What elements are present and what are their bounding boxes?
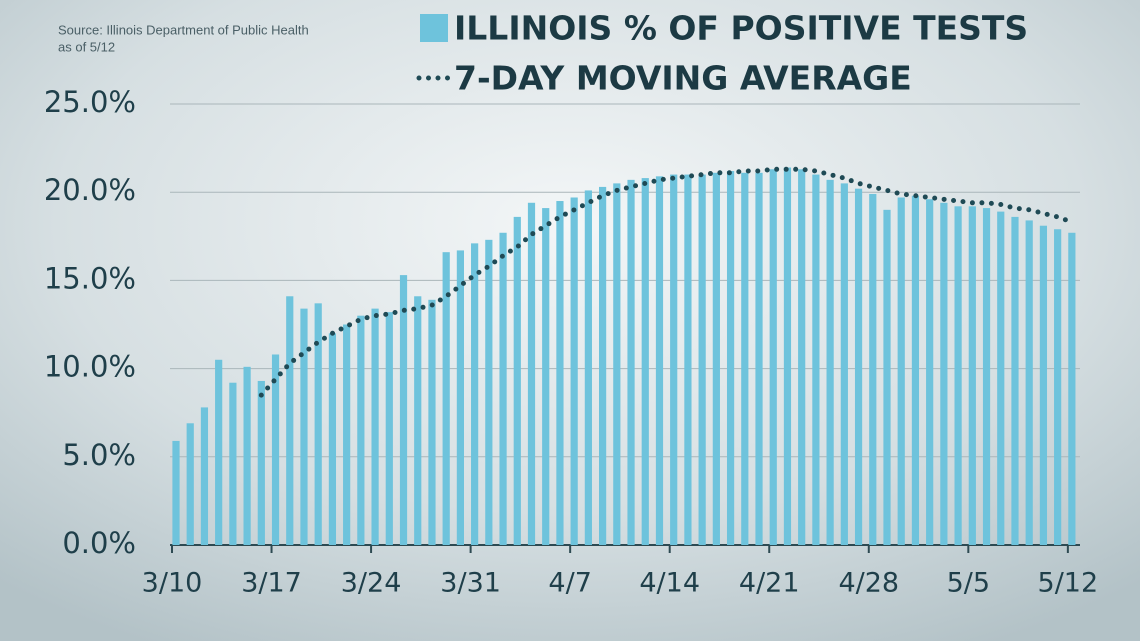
bar bbox=[599, 186, 607, 545]
x-tick-label: 4/21 bbox=[739, 568, 800, 599]
y-tick-label: 15.0% bbox=[44, 261, 136, 295]
bar bbox=[982, 208, 991, 546]
bar bbox=[229, 382, 237, 545]
bar bbox=[670, 174, 678, 545]
bar bbox=[485, 239, 493, 545]
bar bbox=[712, 172, 720, 545]
bar bbox=[897, 197, 905, 545]
bar bbox=[215, 359, 223, 545]
y-tick-label: 20.0% bbox=[44, 173, 136, 207]
bar bbox=[570, 197, 578, 545]
legend-label: 7-DAY MOVING AVERAGE bbox=[454, 59, 912, 98]
bar bbox=[1068, 232, 1076, 545]
x-tick-label: 5/12 bbox=[1038, 568, 1099, 599]
bar bbox=[826, 179, 834, 546]
bar bbox=[769, 169, 777, 545]
bar bbox=[812, 174, 820, 545]
bar bbox=[997, 211, 1005, 545]
bar bbox=[783, 167, 792, 545]
bar bbox=[399, 275, 408, 545]
bar bbox=[414, 296, 422, 545]
bar bbox=[300, 308, 308, 545]
bar bbox=[883, 209, 891, 545]
bar bbox=[911, 195, 920, 545]
bar bbox=[471, 243, 479, 545]
bar bbox=[968, 206, 976, 545]
bar bbox=[840, 183, 848, 545]
bar bbox=[798, 169, 806, 545]
x-tick-label: 3/24 bbox=[341, 568, 402, 599]
x-tick-label: 3/17 bbox=[241, 568, 302, 599]
bar bbox=[314, 303, 322, 545]
bar bbox=[1025, 220, 1033, 545]
bar bbox=[385, 312, 393, 545]
bar bbox=[456, 250, 464, 546]
legend-label: ILLINOIS % OF POSITIVE TESTS bbox=[454, 9, 1028, 48]
bar bbox=[854, 188, 863, 545]
bar bbox=[655, 176, 664, 545]
bar bbox=[1039, 225, 1048, 545]
bar bbox=[513, 216, 521, 545]
bar bbox=[755, 172, 763, 545]
bar bbox=[527, 202, 536, 545]
bar bbox=[271, 354, 280, 545]
bar bbox=[584, 190, 592, 545]
y-tick-label: 25.0% bbox=[44, 85, 136, 119]
legend-swatch bbox=[420, 14, 448, 42]
bar bbox=[741, 172, 749, 545]
bar bbox=[357, 315, 365, 545]
bar bbox=[257, 380, 265, 545]
bar bbox=[954, 206, 962, 545]
bar bbox=[286, 296, 294, 545]
bar bbox=[343, 324, 351, 545]
bar bbox=[499, 232, 507, 545]
bar bbox=[613, 183, 621, 545]
bar bbox=[556, 201, 564, 545]
x-tick-label: 4/14 bbox=[639, 568, 700, 599]
bar bbox=[684, 174, 692, 545]
y-tick-label: 5.0% bbox=[62, 438, 136, 472]
bar bbox=[186, 423, 194, 545]
bar bbox=[200, 407, 209, 545]
source: as of 5/12 bbox=[58, 39, 115, 54]
source: Source: Illinois Department of Public He… bbox=[58, 22, 309, 37]
bar bbox=[428, 299, 436, 545]
bar bbox=[442, 252, 450, 545]
bar bbox=[1054, 229, 1062, 545]
bar bbox=[926, 199, 934, 546]
bar bbox=[172, 440, 180, 545]
bar bbox=[371, 308, 379, 545]
bar bbox=[627, 179, 635, 546]
bar bbox=[641, 178, 649, 545]
bar bbox=[1011, 216, 1019, 545]
moving-average-line bbox=[258, 166, 1075, 398]
x-tick-label: 3/31 bbox=[440, 568, 501, 599]
bar bbox=[698, 174, 706, 545]
x-tick-label: 3/10 bbox=[142, 568, 203, 599]
bar bbox=[869, 193, 877, 546]
y-tick-label: 0.0% bbox=[62, 526, 136, 560]
x-tick-label: 5/5 bbox=[947, 568, 990, 599]
bar bbox=[542, 208, 550, 546]
bar bbox=[243, 366, 251, 545]
bar bbox=[726, 171, 735, 546]
bar bbox=[328, 333, 337, 545]
bar bbox=[940, 202, 948, 545]
x-tick-label: 4/7 bbox=[548, 568, 591, 599]
x-tick-label: 4/28 bbox=[838, 568, 899, 599]
y-tick-label: 10.0% bbox=[44, 350, 136, 384]
